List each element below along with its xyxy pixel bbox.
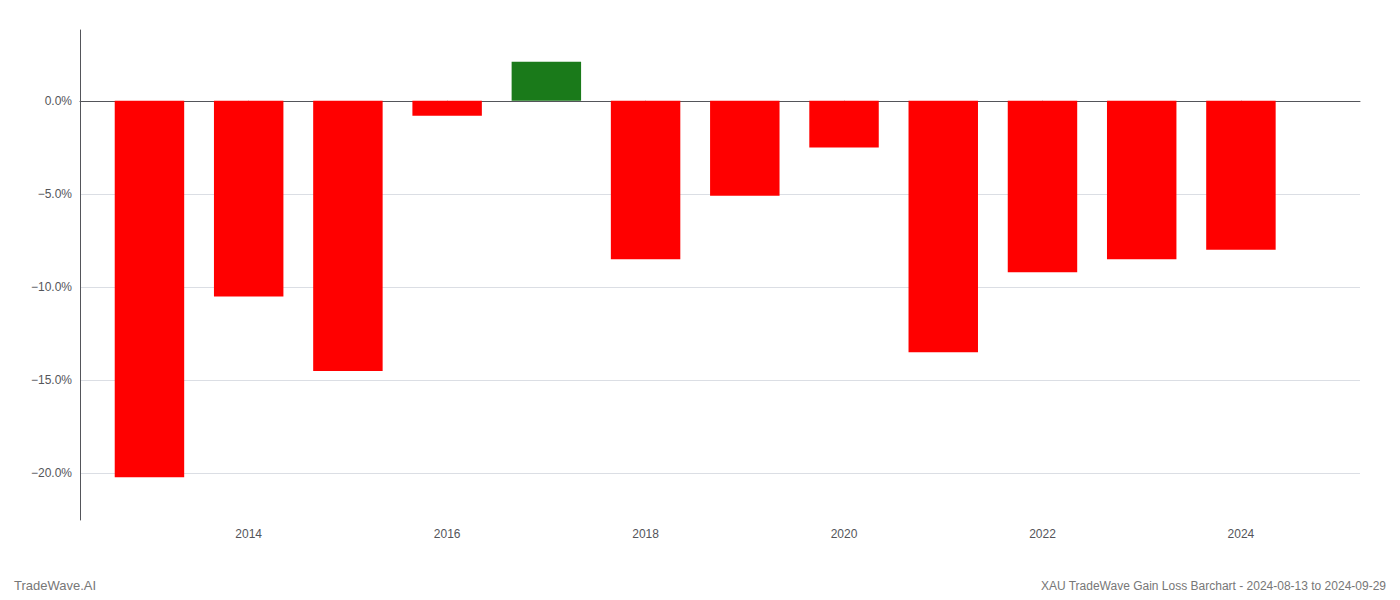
svg-text:2020: 2020 <box>831 527 858 541</box>
svg-text:XAU TradeWave Gain Loss Barcha: XAU TradeWave Gain Loss Barchart - 2024-… <box>1041 579 1386 593</box>
svg-text:2022: 2022 <box>1029 527 1056 541</box>
svg-text:0.0%: 0.0% <box>45 94 73 108</box>
svg-text:2024: 2024 <box>1228 527 1255 541</box>
svg-text:−15.0%: −15.0% <box>31 373 72 387</box>
svg-text:−20.0%: −20.0% <box>31 466 72 480</box>
svg-text:−5.0%: −5.0% <box>38 187 73 201</box>
svg-text:2014: 2014 <box>235 527 262 541</box>
svg-text:2016: 2016 <box>434 527 461 541</box>
svg-text:2018: 2018 <box>632 527 659 541</box>
svg-text:−10.0%: −10.0% <box>31 280 72 294</box>
svg-text:TradeWave.AI: TradeWave.AI <box>14 578 96 593</box>
